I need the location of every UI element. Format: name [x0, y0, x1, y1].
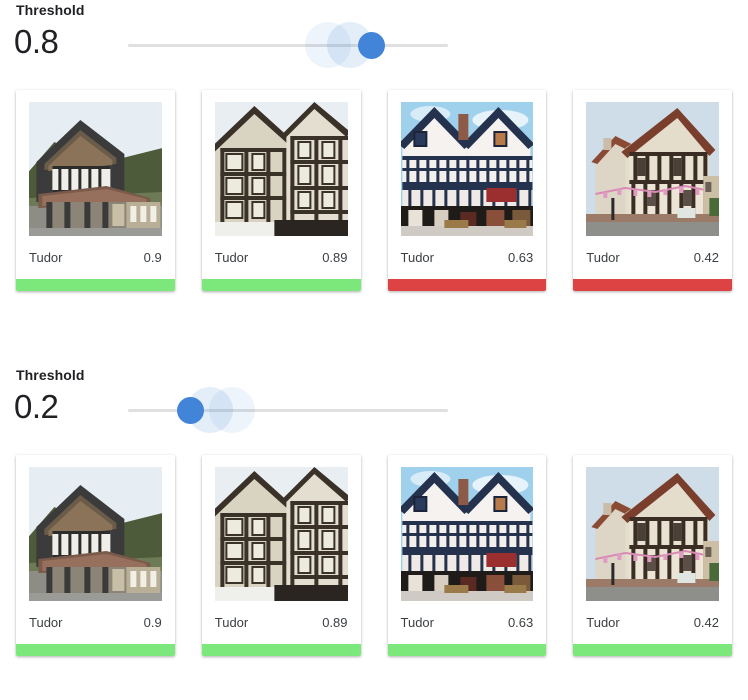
result-card[interactable]: Tudor 0.89	[201, 455, 361, 656]
threshold-section-high: Threshold 0.8	[0, 0, 748, 291]
threshold-value: 0.8	[14, 23, 59, 60]
result-label: Tudor	[586, 615, 620, 630]
tudor-townhouse-image	[400, 102, 534, 236]
result-card[interactable]: Tudor 0.9	[16, 90, 175, 291]
result-score: 0.63	[507, 250, 534, 265]
threshold-label: Threshold	[16, 2, 85, 18]
result-label: Tudor	[29, 615, 63, 630]
result-score: 0.42	[693, 250, 719, 265]
threshold-slider-high[interactable]	[128, 22, 448, 68]
status-bar-pass	[16, 644, 175, 656]
tudor-gables-image	[214, 102, 348, 236]
slider-thumb[interactable]	[357, 31, 385, 59]
tudor-corner-house-image	[586, 467, 719, 601]
result-card[interactable]: Tudor 0.42	[573, 455, 732, 656]
result-label: Tudor	[214, 615, 249, 630]
result-card[interactable]: Tudor 0.63	[387, 455, 547, 656]
threshold-section-low: Threshold 0.2	[0, 365, 748, 656]
result-card-meta: Tudor 0.9	[16, 236, 175, 279]
result-score: 0.89	[322, 250, 348, 265]
tudor-cottage-image	[29, 102, 162, 236]
section-divider-spacer	[0, 291, 748, 365]
result-card-meta: Tudor 0.89	[202, 236, 361, 279]
result-card-meta: Tudor 0.63	[388, 601, 547, 644]
result-score: 0.42	[693, 615, 719, 630]
slider-track[interactable]	[128, 44, 448, 47]
slider-track[interactable]	[128, 409, 448, 412]
result-score: 0.9	[143, 250, 162, 265]
result-card[interactable]: Tudor 0.89	[201, 90, 361, 291]
status-bar-pass	[201, 279, 361, 291]
result-card-meta: Tudor 0.9	[16, 601, 175, 644]
result-card-meta: Tudor 0.42	[573, 601, 732, 644]
result-score: 0.9	[143, 615, 162, 630]
status-bar-pass	[387, 644, 547, 656]
result-card-meta: Tudor 0.42	[573, 236, 732, 279]
result-card[interactable]: Tudor 0.9	[16, 455, 175, 656]
threshold-slider-low[interactable]	[128, 387, 448, 433]
result-grid-high: Tudor 0.9	[0, 90, 748, 291]
tudor-townhouse-image	[400, 467, 534, 601]
status-bar-fail	[573, 279, 732, 291]
threshold-value: 0.2	[14, 388, 59, 425]
result-score: 0.89	[322, 615, 348, 630]
status-bar-fail	[387, 279, 547, 291]
tudor-corner-house-image	[586, 102, 719, 236]
status-bar-pass	[573, 644, 732, 656]
status-bar-pass	[16, 279, 175, 291]
result-label: Tudor	[586, 250, 620, 265]
threshold-control-high: Threshold 0.8	[0, 0, 748, 90]
result-card-meta: Tudor 0.89	[202, 601, 361, 644]
threshold-label: Threshold	[16, 367, 85, 383]
result-card[interactable]: Tudor 0.42	[573, 90, 732, 291]
slider-thumb[interactable]	[176, 396, 204, 424]
tudor-cottage-image	[29, 467, 162, 601]
result-label: Tudor	[400, 250, 434, 265]
result-grid-low: Tudor 0.9	[0, 455, 748, 656]
result-label: Tudor	[214, 250, 249, 265]
status-bar-pass	[201, 644, 361, 656]
tudor-gables-image	[214, 467, 348, 601]
result-label: Tudor	[29, 250, 63, 265]
result-card[interactable]: Tudor 0.63	[387, 90, 547, 291]
threshold-control-low: Threshold 0.2	[0, 365, 748, 455]
result-label: Tudor	[400, 615, 434, 630]
result-card-meta: Tudor 0.63	[388, 236, 547, 279]
result-score: 0.63	[507, 615, 534, 630]
